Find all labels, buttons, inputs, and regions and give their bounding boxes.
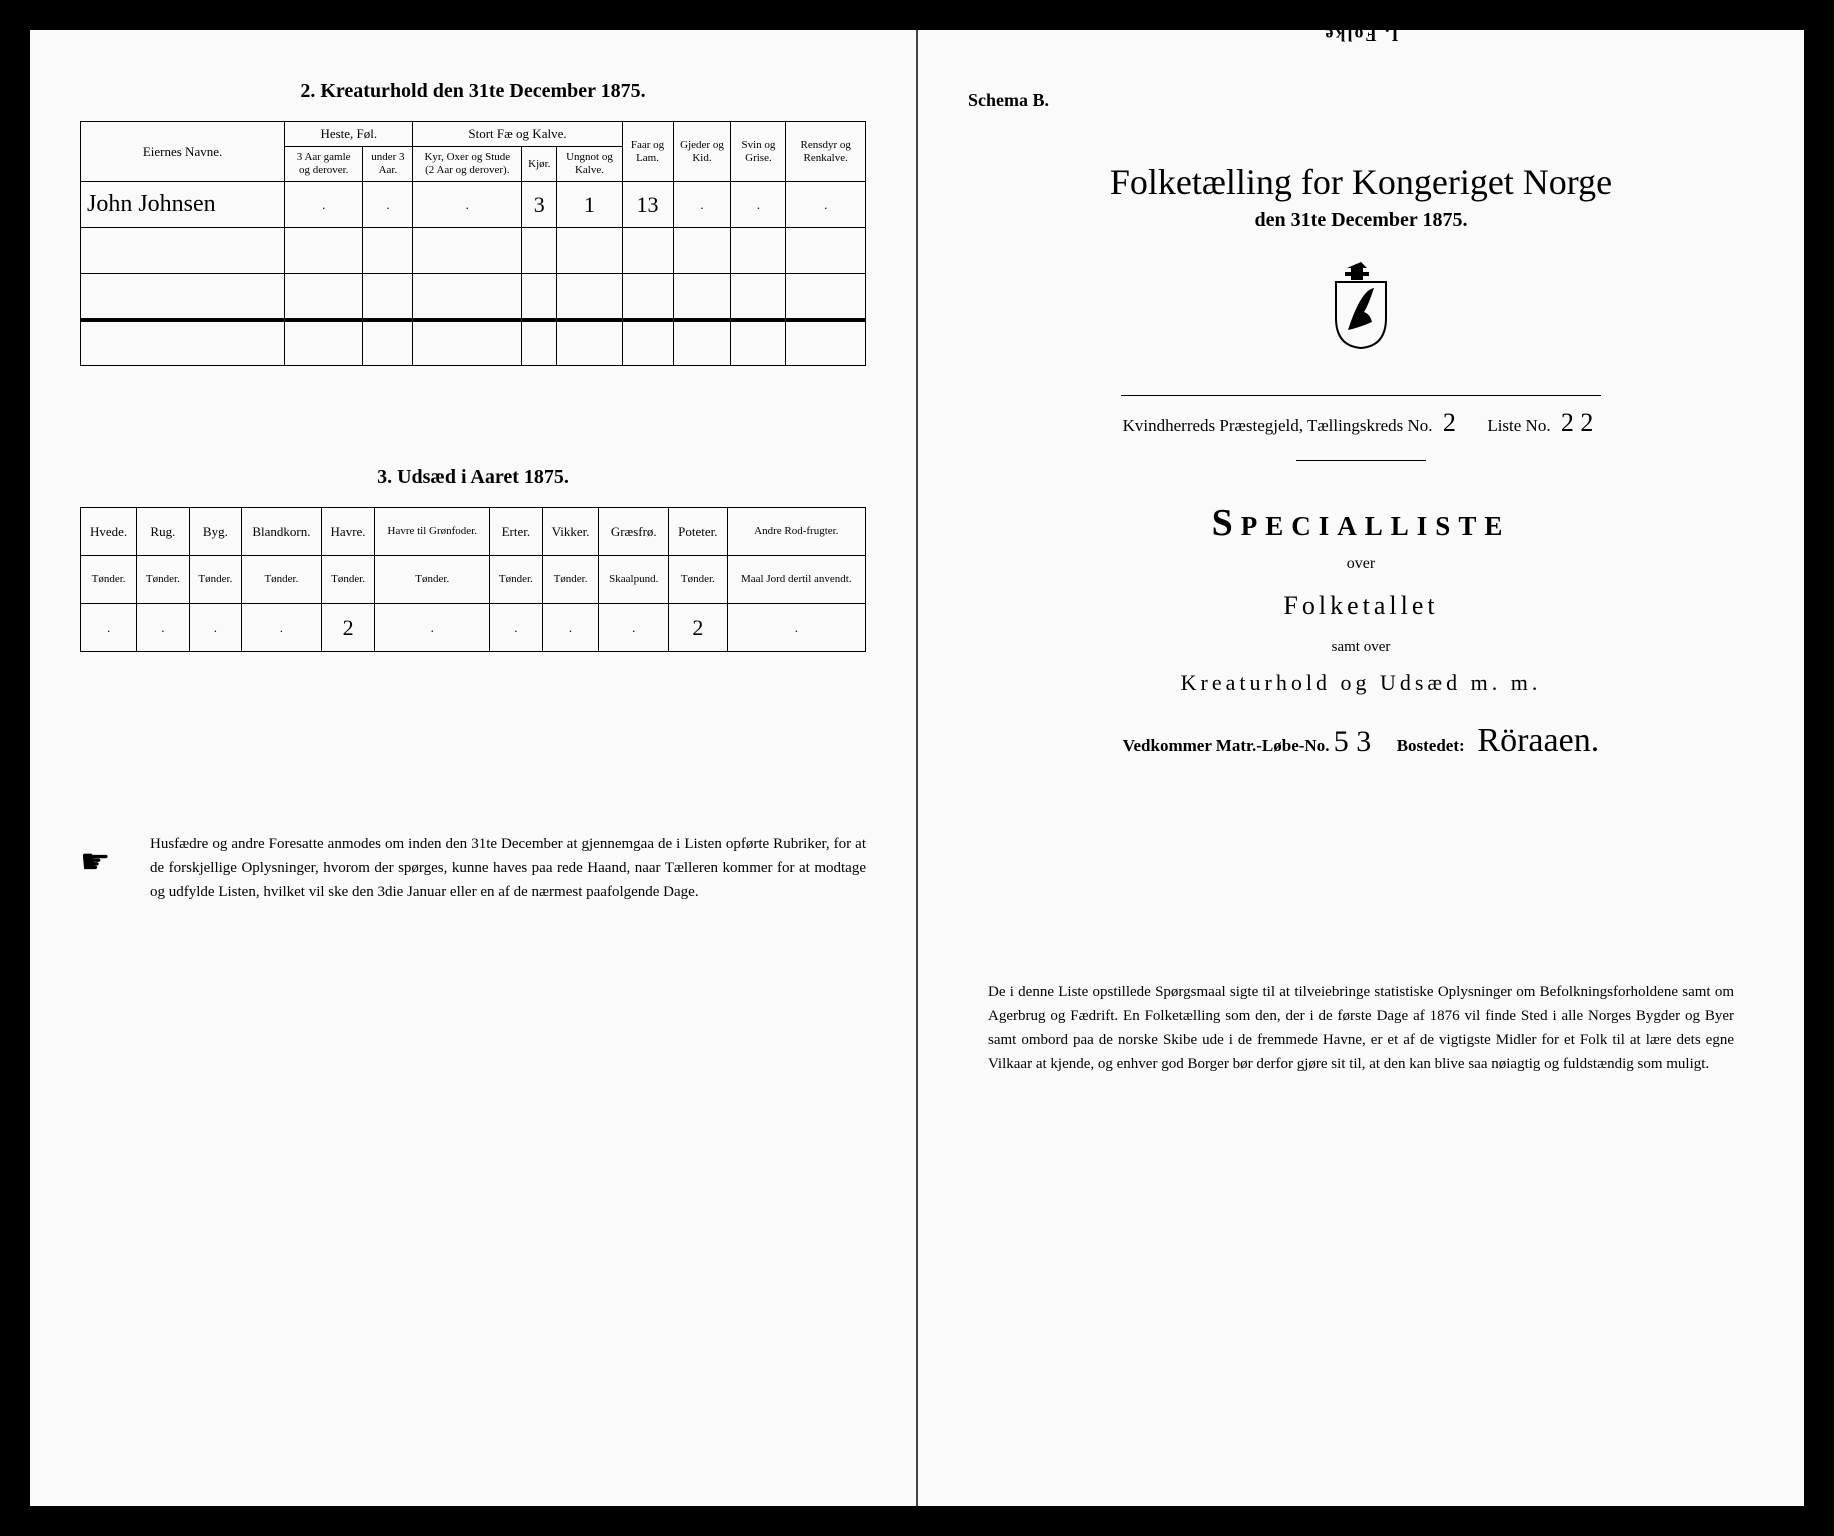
- census-date: den 31te December 1875.: [968, 209, 1754, 232]
- divider: [1296, 460, 1426, 461]
- col-havre: Havre.: [321, 508, 375, 556]
- col-andre: Andre Rod-frugter.: [727, 508, 865, 556]
- unit: Maal Jord dertil anvendt.: [727, 556, 865, 604]
- col-bland: Blandkorn.: [242, 508, 322, 556]
- folketallet-heading: Folketallet: [968, 591, 1754, 621]
- col-poteter: Poteter.: [669, 508, 728, 556]
- vedk-label: Vedkommer Matr.-Løbe-No.: [1123, 736, 1330, 755]
- over-text: over: [968, 555, 1754, 573]
- col-rug: Rug.: [137, 508, 189, 556]
- col-stort-c: Ungnot og Kalve.: [557, 147, 622, 182]
- section2-title: 2. Kreaturhold den 31te December 1875.: [80, 80, 866, 103]
- matr-no: 5 3: [1334, 725, 1372, 758]
- unit: Tønder.: [669, 556, 728, 604]
- col-erter: Erter.: [490, 508, 542, 556]
- pointing-hand-icon: ☛: [80, 832, 130, 904]
- col-hvede: Hvede.: [81, 508, 137, 556]
- schema-label: Schema B.: [968, 90, 1754, 111]
- parish-line: Kvindherreds Præstegjeld, Tællingskreds …: [968, 408, 1754, 438]
- bottom-note: De i denne Liste opstillede Spørgsmaal s…: [968, 980, 1754, 1076]
- val-havre: 2: [343, 615, 354, 640]
- divider: [1121, 395, 1601, 396]
- livestock-table: Eiernes Navne. Heste, Føl. Stort Fæ og K…: [80, 121, 866, 366]
- kreds-no: 2: [1437, 408, 1462, 437]
- col-group-heste: Heste, Føl.: [285, 122, 413, 147]
- parish-label: Kvindherreds Præstegjeld, Tællingskreds …: [1123, 416, 1433, 435]
- col-heste-a: 3 Aar gamle og derover.: [285, 147, 363, 182]
- unit: Tønder.: [375, 556, 490, 604]
- col-graes: Græsfrø.: [599, 508, 669, 556]
- sowing-table: Hvede. Rug. Byg. Blandkorn. Havre. Havre…: [80, 507, 866, 652]
- section3-title: 3. Udsæd i Aaret 1875.: [80, 466, 866, 489]
- page-spread: 2. Kreaturhold den 31te December 1875. E…: [30, 30, 1804, 1506]
- val-faar: 13: [637, 192, 659, 217]
- col-byg: Byg.: [189, 508, 241, 556]
- bostedet-label: Bostedet:: [1397, 736, 1465, 755]
- kreaturhold-heading: Kreaturhold og Udsæd m. m.: [968, 670, 1754, 696]
- col-group-stort: Stort Fæ og Kalve.: [413, 122, 622, 147]
- val-poteter: 2: [692, 615, 703, 640]
- coat-of-arms-icon: [968, 260, 1754, 355]
- unit: Tønder.: [490, 556, 542, 604]
- table-row: [81, 320, 866, 366]
- val-kjor: 3: [534, 192, 545, 217]
- liste-label: Liste No.: [1487, 416, 1550, 435]
- liste-no: 2 2: [1555, 408, 1600, 437]
- scan-frame: 2. Kreaturhold den 31te December 1875. E…: [30, 30, 1804, 1506]
- instruction-note: ☛ Husfædre og andre Foresatte anmodes om…: [80, 832, 866, 904]
- col-faar: Faar og Lam.: [622, 122, 673, 182]
- table-row: [81, 274, 866, 320]
- col-owner: Eiernes Navne.: [81, 122, 285, 182]
- specialliste-heading: Specialliste: [968, 501, 1754, 545]
- unit: Skaalpund.: [599, 556, 669, 604]
- col-rensdyr: Rensdyr og Renkalve.: [786, 122, 866, 182]
- note-text: Husfædre og andre Foresatte anmodes om i…: [150, 832, 866, 904]
- unit: Tønder.: [242, 556, 322, 604]
- unit: Tønder.: [542, 556, 599, 604]
- col-stort-a: Kyr, Oxer og Stude (2 Aar og derover).: [413, 147, 522, 182]
- col-havre-gron: Havre til Grønfoder.: [375, 508, 490, 556]
- bostedet-name: Röraaen.: [1477, 722, 1599, 759]
- col-stort-b: Kjør.: [522, 147, 557, 182]
- owner-name: John Johnsen: [87, 191, 216, 217]
- unit: Tønder.: [81, 556, 137, 604]
- unit: Tønder.: [321, 556, 375, 604]
- col-vikker: Vikker.: [542, 508, 599, 556]
- table-row: [81, 228, 866, 274]
- unit: Tønder.: [189, 556, 241, 604]
- right-page: I. Folke Schema B. Folketælling for Kong…: [918, 30, 1804, 1506]
- bleed-text: I. Folke: [1323, 24, 1398, 45]
- census-title: Folketælling for Kongeriget Norge: [968, 161, 1754, 203]
- col-gjeder: Gjeder og Kid.: [673, 122, 731, 182]
- samt-over-text: samt over: [968, 639, 1754, 656]
- col-svin: Svin og Grise.: [731, 122, 786, 182]
- val-ung: 1: [584, 192, 595, 217]
- table-row: John Johnsen ... 3 1 13 ...: [81, 182, 866, 228]
- property-line: Vedkommer Matr.-Løbe-No. 5 3 Bostedet: R…: [968, 722, 1754, 760]
- table-row: .... 2 .... 2 .: [81, 604, 866, 652]
- left-page: 2. Kreaturhold den 31te December 1875. E…: [30, 30, 918, 1506]
- col-heste-b: under 3 Aar.: [363, 147, 413, 182]
- unit: Tønder.: [137, 556, 189, 604]
